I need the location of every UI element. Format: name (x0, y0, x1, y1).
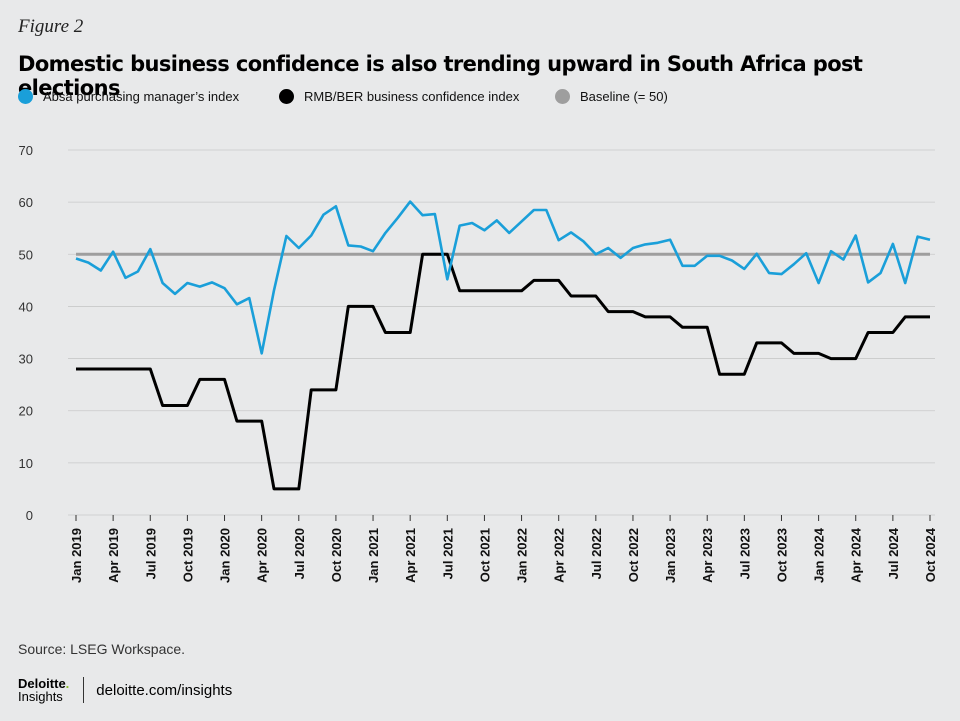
legend-label-bci: RMB/BER business confidence index (304, 89, 520, 104)
x-tick-label-17: Apr 2023 (700, 528, 715, 583)
legend-label-pmi: Absa purchasing manager’s index (43, 89, 240, 104)
chart-legend: Absa purchasing manager’s index RMB/BER … (0, 89, 960, 109)
legend-swatch-bci (279, 89, 294, 104)
x-tick-label-13: Apr 2022 (552, 528, 567, 583)
y-tick-label-40: 40 (19, 299, 33, 314)
figure-label: Figure 2 (18, 16, 84, 37)
x-tick-label-8: Jan 2021 (366, 528, 381, 583)
brand-url-link[interactable]: deloitte.com/insights (96, 681, 233, 699)
legend-item-pmi: Absa purchasing manager’s index (18, 89, 239, 104)
x-tick-label-21: Apr 2024 (849, 527, 864, 583)
legend-item-baseline: Baseline (= 50) (555, 89, 668, 104)
chart-plot: 0 10 20 30 40 50 60 70 Jan 2019 Apr 2019 Jul 2019 O… (19, 143, 938, 583)
y-tick-label-50: 50 (19, 247, 33, 262)
logo-wordmark: Deloitte (18, 676, 66, 691)
x-tick-label-19: Oct 2023 (774, 528, 789, 582)
x-tick-label-14: Jul 2022 (589, 528, 604, 579)
y-tick-label-30: 30 (19, 352, 33, 367)
x-tick-label-22: Jul 2024 (886, 527, 901, 579)
x-tick-label-0: Jan 2019 (69, 528, 84, 583)
series-line-pmi (75, 200, 931, 355)
x-tick-label-4: Jan 2020 (218, 528, 233, 583)
y-tick-label-70: 70 (19, 143, 33, 158)
x-tick-label-2: Jul 2019 (143, 528, 158, 579)
x-tick-label-23: Oct 2024 (923, 527, 938, 582)
x-tick-label-18: Jul 2023 (737, 528, 752, 579)
x-tick-label-10: Jul 2021 (440, 528, 455, 579)
legend-label-baseline: Baseline (= 50) (580, 89, 668, 104)
y-tick-label-0: 0 (26, 508, 33, 523)
source-note: Source: LSEG Workspace. (18, 641, 186, 657)
logo-dot: . (65, 676, 70, 691)
brand-footer: Deloitte. Insights deloitte.com/insights (18, 676, 232, 704)
legend-swatch-pmi (18, 89, 33, 104)
deloitte-insights-logo: Deloitte. Insights (18, 677, 69, 703)
x-tick-label-11: Oct 2021 (477, 528, 492, 582)
y-tick-label-60: 60 (19, 195, 33, 210)
x-tick-label-3: Oct 2019 (180, 528, 195, 582)
logo-subtitle: Insights (18, 689, 63, 704)
brand-divider (83, 677, 85, 703)
x-tick-label-15: Oct 2022 (626, 528, 641, 582)
x-tick-label-16: Jan 2023 (663, 528, 678, 583)
chart-title: Domestic business confidence is also tre… (18, 52, 863, 100)
series-line-bci (76, 252, 930, 491)
x-tick-label-7: Oct 2020 (329, 528, 344, 582)
x-tick-label-12: Jan 2022 (515, 528, 530, 583)
x-tick-label-6: Jul 2020 (292, 528, 307, 579)
y-tick-label-10: 10 (19, 456, 33, 471)
x-tick-label-1: Apr 2019 (106, 528, 121, 583)
x-tick-label-9: Apr 2021 (403, 528, 418, 583)
x-tick-label-20: Jan 2024 (812, 527, 827, 583)
legend-item-bci: RMB/BER business confidence index (279, 89, 519, 104)
legend-swatch-baseline (555, 89, 570, 104)
x-tick-label-5: Apr 2020 (255, 528, 270, 583)
y-tick-label-20: 20 (19, 404, 33, 419)
